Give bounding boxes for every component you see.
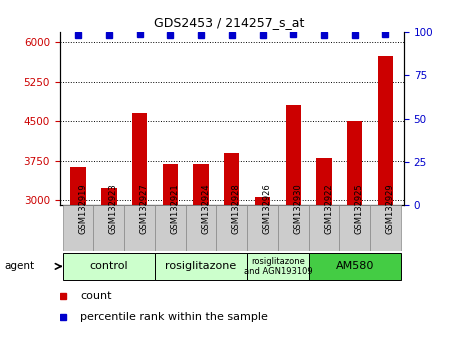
Bar [63,205,94,251]
Bar [339,205,370,251]
Text: GSM132928: GSM132928 [232,184,241,234]
Bar [224,153,240,354]
Bar [101,188,117,354]
Text: GSM132926: GSM132926 [263,184,272,234]
Bar [255,198,270,354]
Bar [370,205,401,251]
Bar [155,253,247,280]
Text: GSM132930: GSM132930 [293,184,302,234]
Text: percentile rank within the sample: percentile rank within the sample [80,312,268,322]
Text: rosiglitazone
and AGN193109: rosiglitazone and AGN193109 [244,257,312,276]
Bar [124,205,155,251]
Text: GSM132922: GSM132922 [324,184,333,234]
Bar [155,205,186,251]
Bar [247,205,278,251]
Bar [285,105,301,354]
Text: GSM132921: GSM132921 [170,184,179,234]
Bar [378,56,393,354]
Text: GSM132925: GSM132925 [355,184,364,234]
Bar [193,164,209,354]
Bar [278,205,308,251]
Text: count: count [80,291,112,301]
Text: GSM132924: GSM132924 [201,184,210,234]
Text: AM580: AM580 [336,261,374,272]
Text: GDS2453 / 214257_s_at: GDS2453 / 214257_s_at [154,16,305,29]
Text: GSM132919: GSM132919 [78,184,87,234]
Bar [316,158,332,354]
Bar [63,253,155,280]
Text: rosiglitazone: rosiglitazone [165,261,237,272]
Bar [94,205,124,251]
Bar [132,113,147,354]
Bar [186,205,217,251]
Text: GSM132923: GSM132923 [109,184,118,234]
Text: control: control [90,261,128,272]
Bar [347,121,363,354]
Text: GSM132929: GSM132929 [386,184,394,234]
Bar [308,253,401,280]
Text: agent: agent [5,261,35,272]
Bar [247,253,308,280]
Bar [308,205,339,251]
Bar [217,205,247,251]
Text: GSM132927: GSM132927 [140,184,149,234]
Bar [162,164,178,354]
Bar [70,167,86,354]
